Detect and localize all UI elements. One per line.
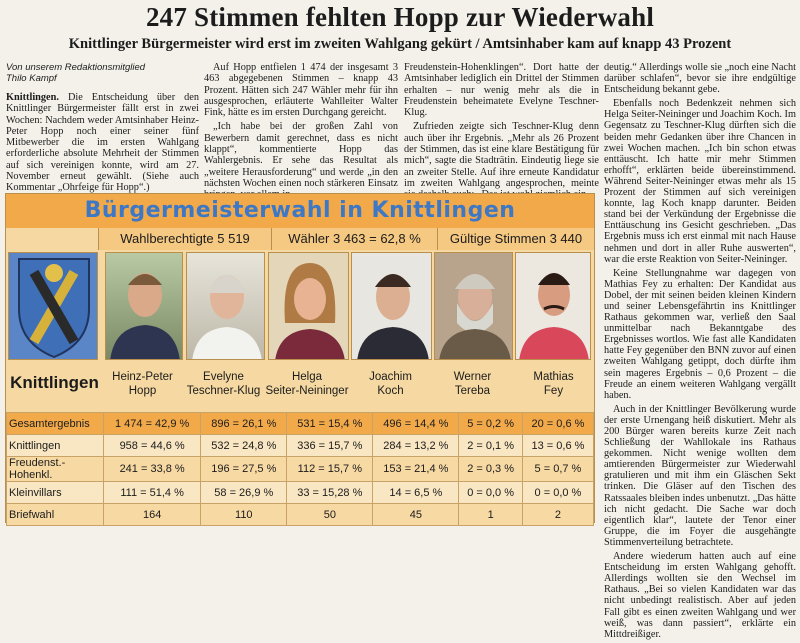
first-name: Mathias xyxy=(533,371,574,383)
candidate-name: Evelyne Teschner-Klug xyxy=(182,362,265,412)
paragraph: Andere wiederum hatten auch auf eine Ent… xyxy=(604,551,796,640)
stat-valid-votes: Gültige Stimmen 3 440 xyxy=(437,228,594,250)
result-cell: 58 = 26,9 % xyxy=(200,481,288,504)
result-cell: 532 = 24,8 % xyxy=(200,434,288,457)
photo-koch xyxy=(351,252,432,360)
first-name: Helga xyxy=(291,371,323,383)
result-cell: 45 xyxy=(372,503,460,526)
result-cell: 896 = 26,1 % xyxy=(200,412,288,435)
result-cell: 50 xyxy=(286,503,374,526)
candidate-name: Werner Tereba xyxy=(432,362,513,412)
result-cell: 1 xyxy=(458,503,523,526)
candidate-name: Helga Seiter-Neininger xyxy=(265,362,349,412)
article-column-1: Von unserem Redaktionsmitglied Thilo Kamp… xyxy=(6,62,199,197)
paragraph: „Ich habe bei der großen Zahl von Bewerb… xyxy=(204,121,398,200)
paragraph-text: Die Entscheidung über den Knittlinger Bü… xyxy=(6,92,199,194)
result-cell: 110 xyxy=(200,503,288,526)
result-cell: 284 = 13,2 % xyxy=(372,434,460,457)
candidate-name: Heinz-Peter Hopp xyxy=(103,362,182,412)
article-column-3: Freudenstein-Hohenklingen“. Dort hatte d… xyxy=(404,62,599,204)
result-cell: 1 474 = 42,9 % xyxy=(102,412,202,435)
result-cell: 14 = 6,5 % xyxy=(372,481,460,504)
paragraph: Auch in der Knittlinger Bevölkerung wurd… xyxy=(604,403,796,548)
last-name: Seiter-Neininger xyxy=(265,385,349,397)
paragraph: Ebenfalls noch Bedenkzeit nehmen sich He… xyxy=(604,98,796,265)
row-label: Freudenst.-Hohenkl. xyxy=(6,456,104,482)
result-cell: 0 = 0,0 % xyxy=(458,481,523,504)
row-label: Kleinvillars xyxy=(6,481,104,504)
first-name: Evelyne xyxy=(203,371,244,383)
result-cell: 496 = 14,4 % xyxy=(372,412,460,435)
dateline: Knittlingen. xyxy=(6,92,59,103)
candidate-name: Mathias Fey xyxy=(513,362,594,412)
paragraph: Freudenstein-Hohenklingen“. Dort hatte d… xyxy=(404,62,599,119)
table-row: Knittlingen 958 = 44,6 % 532 = 24,8 % 336 =… xyxy=(6,434,595,457)
election-stats: Wahlberechtigte 5 519 Wähler 3 463 = 62,… xyxy=(98,228,594,250)
table-row: Briefwahl 164 110 50 45 1 2 xyxy=(6,503,595,526)
result-cell: 111 = 51,4 % xyxy=(102,481,202,504)
headline: 247 Stimmen fehlten Hopp zur Wiederwahl xyxy=(145,2,655,32)
result-cell: 33 = 15,28 % xyxy=(286,481,374,504)
last-name: Fey xyxy=(543,385,564,397)
result-cell: 164 xyxy=(102,503,202,526)
result-cell: 0 = 0,0 % xyxy=(521,481,595,504)
paragraph: Knittlingen. Die Entscheidung über den K… xyxy=(6,92,199,194)
result-cell: 2 = 0,3 % xyxy=(458,456,523,482)
candidate-name: Joachim Koch xyxy=(349,362,432,412)
result-cell: 112 = 15,7 % xyxy=(286,456,374,482)
stat-eligible: Wahlberechtigte 5 519 xyxy=(98,228,271,250)
paragraph: deutig.“ Allerdings wolle sie „noch eine… xyxy=(604,62,796,96)
result-cell: 2 xyxy=(521,503,595,526)
table-row: Kleinvillars 111 = 51,4 % 58 = 26,9 % 33 = … xyxy=(6,481,595,504)
stat-voters: Wähler 3 463 = 62,8 % xyxy=(271,228,437,250)
byline: Von unserem Redaktionsmitglied Thilo Kamp… xyxy=(6,62,199,84)
result-cell: 13 = 0,6 % xyxy=(521,434,595,457)
first-name: Joachim xyxy=(369,371,412,383)
result-cell: 531 = 15,4 % xyxy=(286,412,374,435)
photo-hopp xyxy=(105,252,183,360)
result-cell: 20 = 0,6 % xyxy=(521,412,595,435)
photo-fey xyxy=(515,252,591,360)
row-label: Knittlingen xyxy=(6,434,104,457)
article-column-4: deutig.“ Allerdings wolle sie „noch eine… xyxy=(604,62,796,643)
last-name: Hopp xyxy=(128,385,157,397)
result-cell: 5 = 0,7 % xyxy=(521,456,595,482)
result-cell: 958 = 44,6 % xyxy=(102,434,202,457)
row-label: Briefwahl xyxy=(6,503,104,526)
last-name: Tereba xyxy=(454,385,491,397)
table-row: Freudenst.-Hohenkl. 241 = 33,8 % 196 = 27,… xyxy=(6,456,595,482)
results-table: Gesamtergebnis 1 474 = 42,9 % 896 = 26,1 %… xyxy=(6,412,595,526)
article-column-2: Auf Hopp entfielen 1 474 der insgesamt 3… xyxy=(204,62,398,204)
first-name: Heinz-Peter xyxy=(112,371,173,383)
result-cell: 241 = 33,8 % xyxy=(102,456,202,482)
result-cell: 153 = 21,4 % xyxy=(372,456,460,482)
paragraph: Auf Hopp entfielen 1 474 der insgesamt 3… xyxy=(204,62,398,119)
last-name: Koch xyxy=(377,385,404,397)
town-label: Knittlingen xyxy=(10,373,99,392)
last-name: Teschner-Klug xyxy=(186,385,261,397)
paragraph: Keine Stellungnahme war dagegen von Math… xyxy=(604,267,796,401)
election-infobox: Bürgermeisterwahl in Knittlingen Wahlber… xyxy=(5,193,595,526)
table-row: Gesamtergebnis 1 474 = 42,9 % 896 = 26,1 %… xyxy=(6,412,595,435)
photo-seiter-neininger xyxy=(268,252,349,360)
result-cell: 2 = 0,1 % xyxy=(458,434,523,457)
coat-of-arms-image xyxy=(8,252,98,360)
result-cell: 196 = 27,5 % xyxy=(200,456,288,482)
paragraph: Zufrieden zeigte sich Teschner-Klug denn… xyxy=(404,121,599,200)
author-name: Thilo Kampf xyxy=(6,73,57,84)
photo-tereba xyxy=(434,252,513,360)
subheadline: Knittlinger Bürgermeister wird erst im z… xyxy=(68,36,732,52)
candidate-names: Knittlingen Heinz-Peter Hopp Evelyne Tesch… xyxy=(6,362,594,412)
result-cell: 336 = 15,7 % xyxy=(286,434,374,457)
result-cell: 5 = 0,2 % xyxy=(458,412,523,435)
candidate-photos xyxy=(6,252,594,362)
first-name: Werner xyxy=(453,371,492,383)
infobox-title: Bürgermeisterwahl in Knittlingen xyxy=(6,194,594,228)
row-label: Gesamtergebnis xyxy=(6,412,104,435)
byline-line: Von unserem Redaktionsmitglied xyxy=(6,62,146,73)
photo-teschner-klug xyxy=(186,252,265,360)
